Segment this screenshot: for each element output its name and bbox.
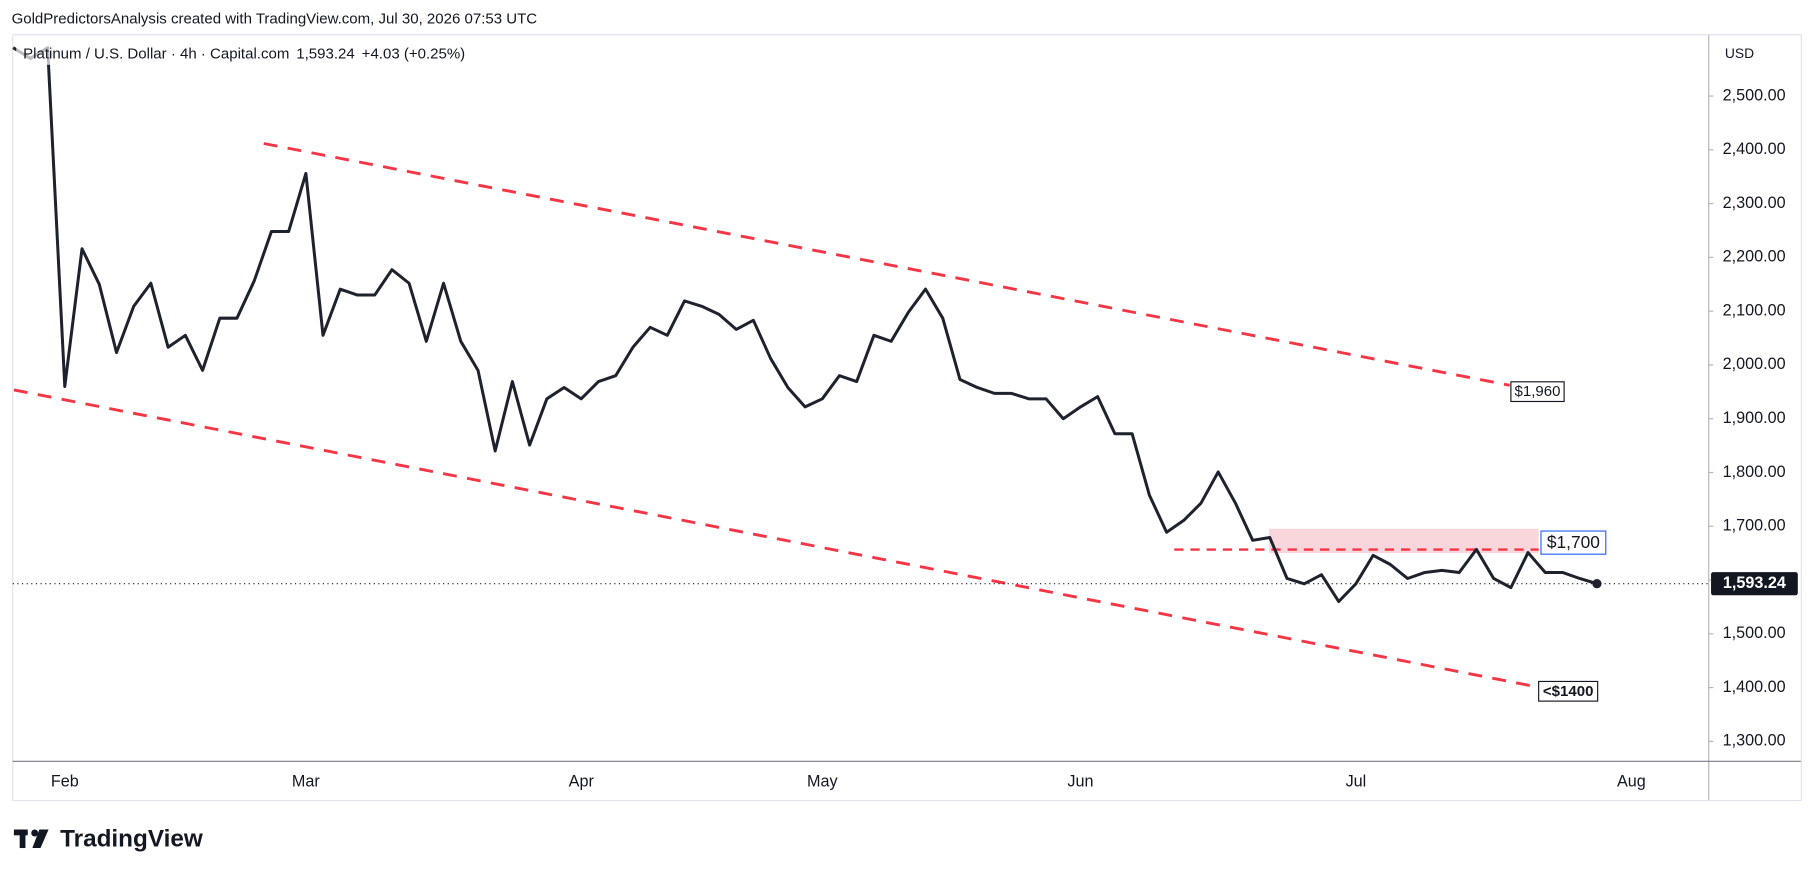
x-tick-label: Feb <box>51 772 79 790</box>
annotation: $1,700 <box>1547 532 1600 552</box>
annotation: <$1400 <box>1543 683 1594 700</box>
y-tick-label: 2,200.00 <box>1723 248 1786 266</box>
x-tick-label: Apr <box>569 772 595 790</box>
legend: Platinum / U.S. Dollar · 4h · Capital.co… <box>23 45 465 62</box>
lower-trendline <box>13 388 1539 689</box>
y-tick-label: 1,500.00 <box>1723 624 1786 642</box>
y-tick-label: 2,500.00 <box>1723 86 1786 104</box>
price-line <box>12 46 1598 604</box>
y-tick-label: 2,400.00 <box>1723 140 1786 158</box>
credit: GoldPredictorsAnalysis created with Trad… <box>12 11 538 28</box>
logo-text: TradingView <box>60 825 203 852</box>
y-tick-label: 2,100.00 <box>1723 301 1786 319</box>
currency: USD <box>1725 45 1754 61</box>
y-tick-label: 1,900.00 <box>1723 409 1786 427</box>
annotation: $1,960 <box>1515 383 1561 400</box>
last-point <box>1592 579 1602 589</box>
logo-icon <box>13 829 49 849</box>
y-tick-label: 2,300.00 <box>1723 194 1786 212</box>
y-tick-label: 1,800.00 <box>1723 463 1786 481</box>
x-tick-label: Mar <box>292 772 320 790</box>
x-tick-label: Aug <box>1617 772 1646 790</box>
x-tick-label: Jul <box>1346 772 1367 790</box>
y-tick-label: 2,000.00 <box>1723 355 1786 373</box>
y-tick-label: 1,400.00 <box>1723 678 1786 696</box>
price-label-box <box>1711 572 1798 596</box>
price-label: 1,593.24 <box>1723 574 1786 592</box>
x-tick-label: Jun <box>1067 772 1093 790</box>
y-tick-label: 1,700.00 <box>1723 517 1786 535</box>
symbol: Platinum / U.S. Dollar · 4h · Capital.co… <box>23 45 289 62</box>
upper-trendline <box>263 142 1511 387</box>
change: +4.03 (+0.25%) <box>362 45 466 62</box>
annotation-box <box>1538 680 1599 702</box>
annotation-box <box>1510 381 1565 403</box>
plot <box>12 46 1709 604</box>
y-tick-label: 1,300.00 <box>1723 732 1786 750</box>
annotation-box <box>1540 530 1607 555</box>
legend-bg <box>16 41 479 65</box>
x-tick-label: May <box>807 772 838 790</box>
price: 1,593.24 <box>296 45 354 62</box>
